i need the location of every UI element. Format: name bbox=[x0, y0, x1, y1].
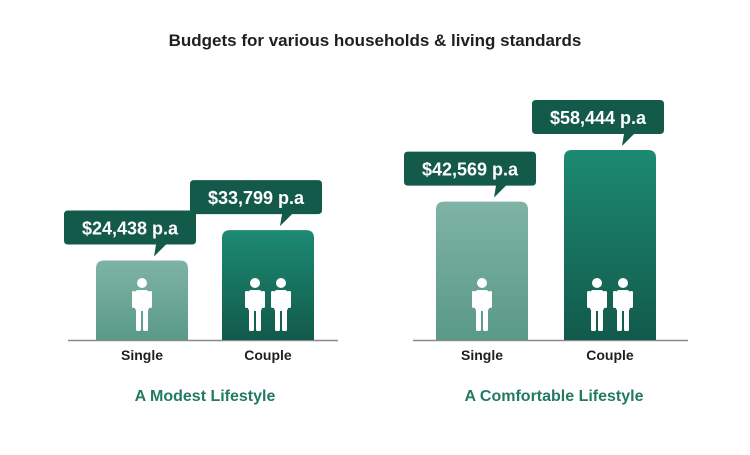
bar bbox=[436, 201, 528, 340]
value-callout bbox=[190, 180, 322, 227]
bar-group: $42,569 p.a Single $58,444 p.a Couple A Comf… bbox=[404, 100, 688, 405]
person-icon bbox=[472, 278, 492, 331]
person-icon bbox=[613, 278, 633, 331]
group-title: A Comfortable Lifestyle bbox=[465, 388, 644, 405]
person-icon bbox=[245, 278, 265, 331]
category-label: Single bbox=[461, 347, 503, 363]
value-callout bbox=[64, 210, 196, 257]
bar bbox=[564, 150, 656, 340]
data-label: $33,799 p.a bbox=[208, 188, 305, 208]
category-label: Couple bbox=[244, 347, 292, 363]
person-icon bbox=[587, 278, 607, 331]
value-callout bbox=[404, 151, 536, 198]
data-label: $42,569 p.a bbox=[422, 160, 519, 180]
group-title: A Modest Lifestyle bbox=[135, 388, 276, 405]
person-icon bbox=[132, 278, 152, 331]
data-label: $24,438 p.a bbox=[82, 219, 179, 239]
category-label: Couple bbox=[586, 347, 634, 363]
chart-title: Budgets for various households & living … bbox=[168, 31, 582, 50]
value-callout bbox=[532, 100, 664, 146]
category-label: Single bbox=[121, 347, 163, 363]
person-icon bbox=[271, 278, 291, 331]
data-label: $58,444 p.a bbox=[550, 108, 647, 128]
bar-group: $24,438 p.a Single $33,799 p.a Couple A Mode… bbox=[64, 180, 338, 405]
bar bbox=[222, 230, 314, 340]
